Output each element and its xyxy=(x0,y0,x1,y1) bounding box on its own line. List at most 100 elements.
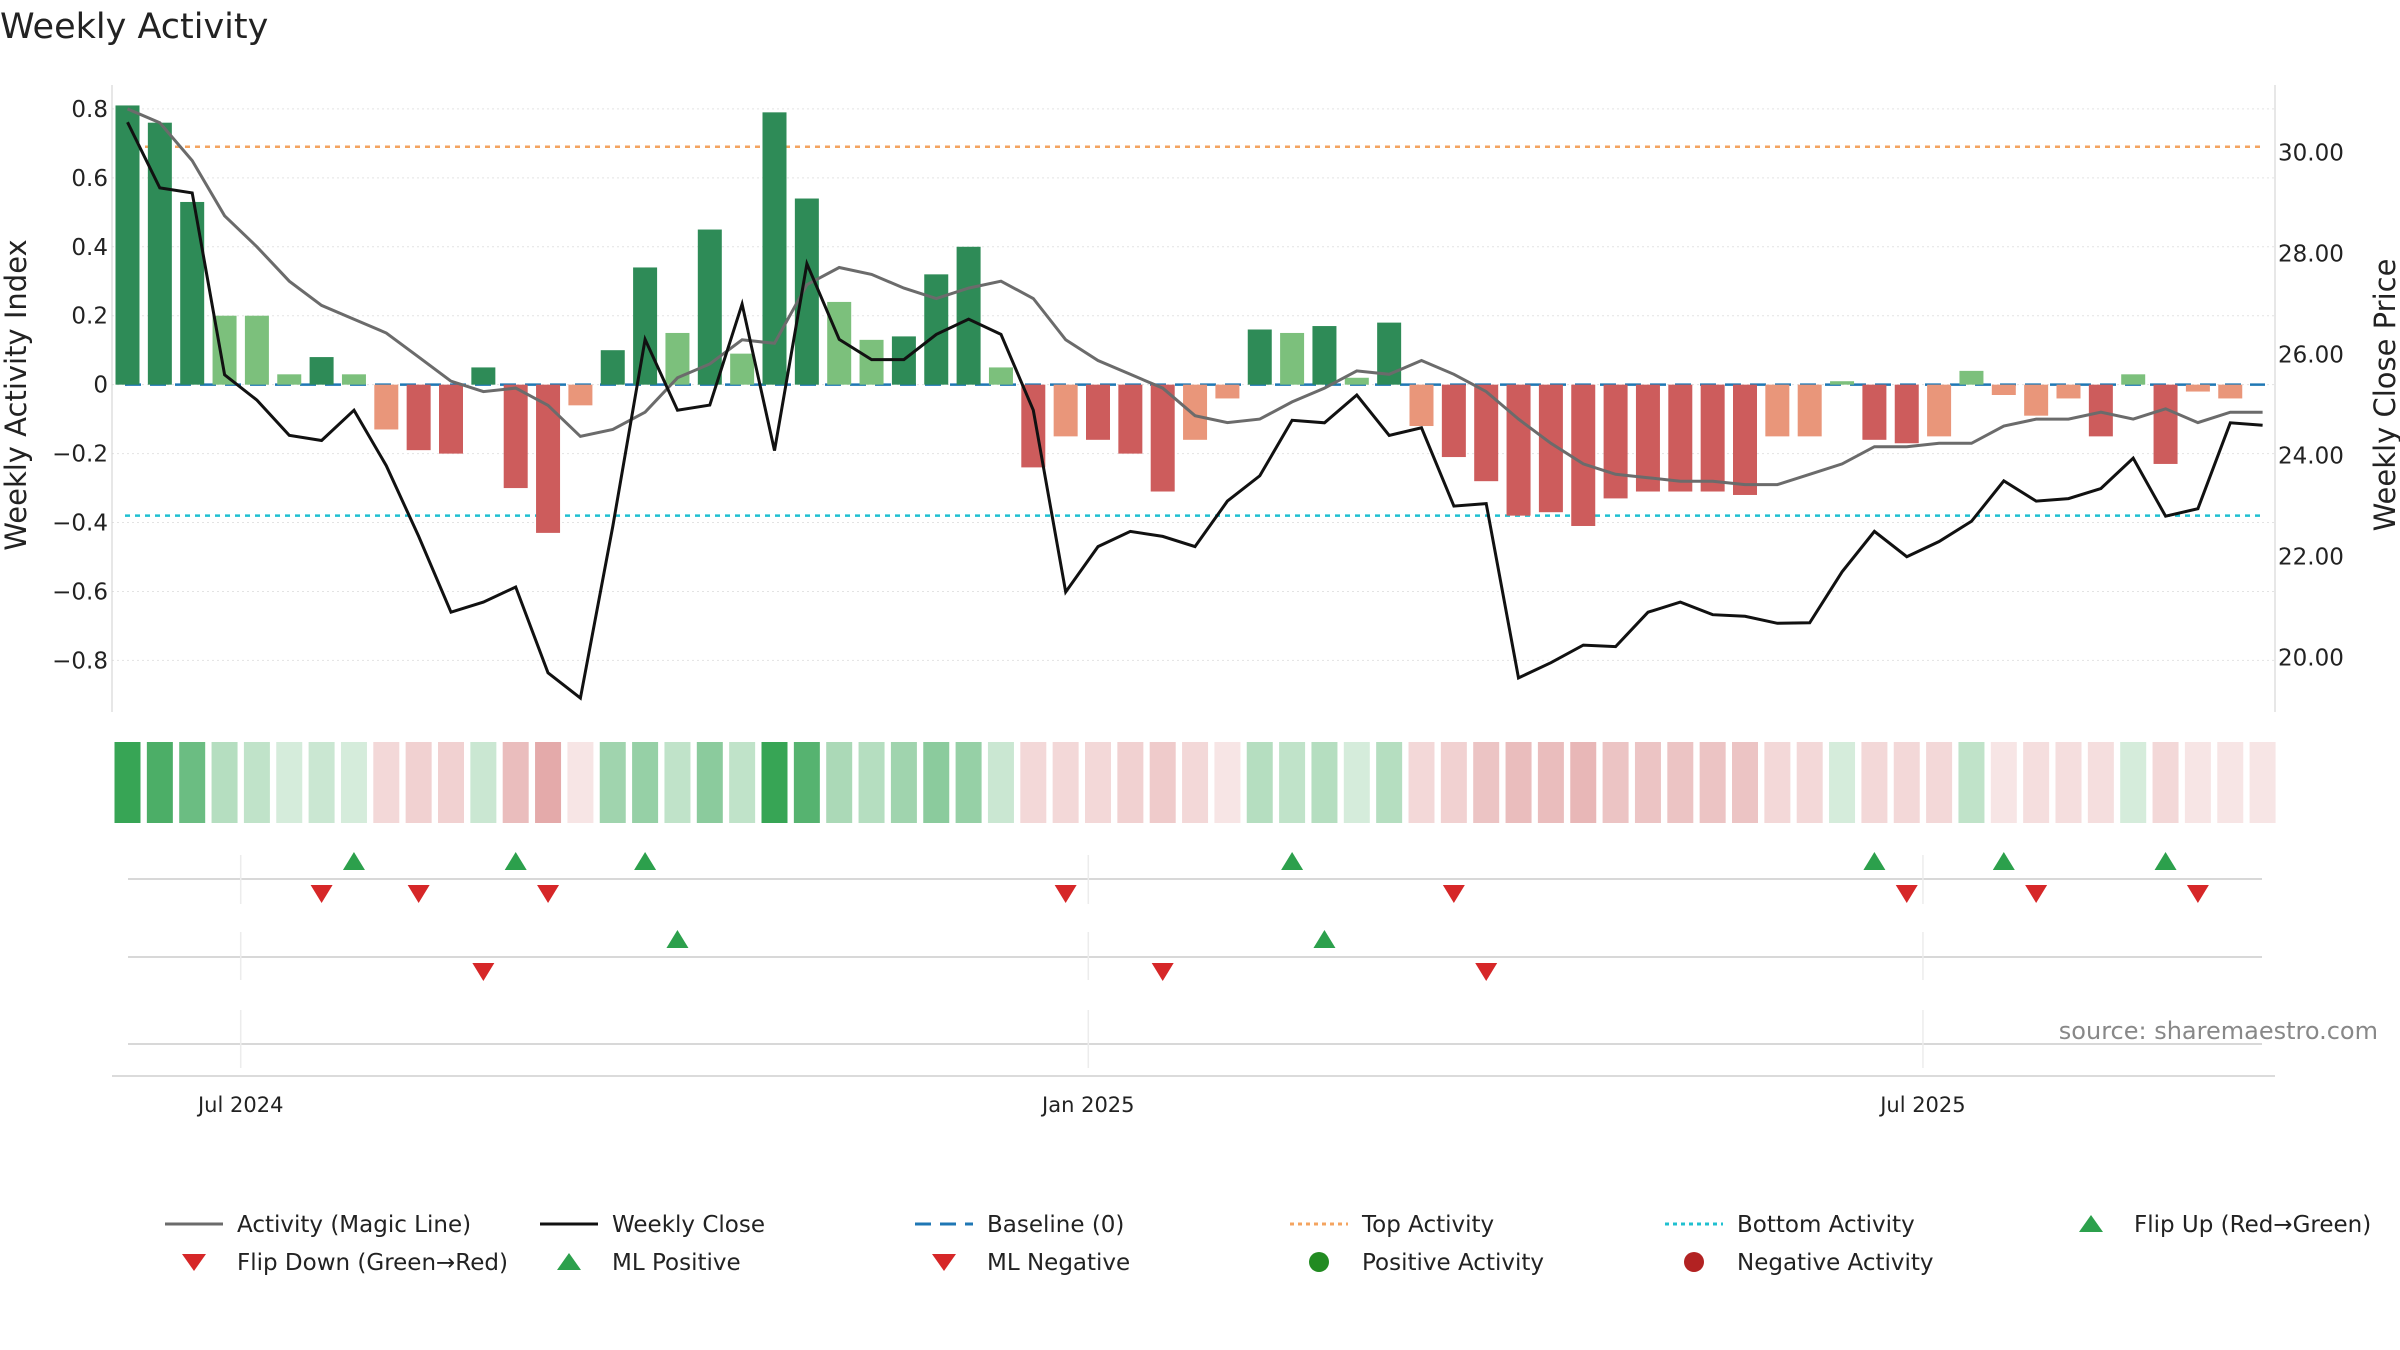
activity-bar xyxy=(730,353,755,385)
activity-bar xyxy=(1959,370,1984,385)
strip-cell xyxy=(146,742,173,823)
strip-cell xyxy=(1376,742,1403,823)
legend-label: Top Activity xyxy=(1361,1212,1494,1238)
strip-cell xyxy=(1408,742,1435,823)
strip-cell xyxy=(243,742,270,823)
strip-cell xyxy=(1214,742,1241,823)
strip-cell xyxy=(1149,742,1176,823)
strip-cell xyxy=(1279,742,1306,823)
x-date-label: Jan 2025 xyxy=(1040,1093,1135,1117)
y-left-tick-label: 0.4 xyxy=(71,235,108,261)
flip-up-marker xyxy=(504,852,527,870)
activity-bar xyxy=(115,105,140,385)
activity-bar xyxy=(1862,384,1887,440)
strip-cell xyxy=(502,742,529,823)
strip-cell xyxy=(1505,742,1532,823)
strip-cell xyxy=(1990,742,2017,823)
activity-bar xyxy=(1312,326,1337,385)
activity-bar xyxy=(2185,384,2210,392)
activity-bar xyxy=(1506,384,1531,516)
activity-bar xyxy=(147,122,172,385)
activity-bar xyxy=(1086,384,1110,440)
y-right-tick-label: 24.00 xyxy=(2278,444,2344,470)
ml-negative-marker xyxy=(1475,963,1498,981)
strip-cell xyxy=(955,742,982,823)
activity-bar xyxy=(1409,384,1434,427)
legend-label: Negative Activity xyxy=(1737,1250,1934,1276)
activity-bar xyxy=(1700,384,1725,492)
strip-cell xyxy=(567,742,594,823)
legend-label: Positive Activity xyxy=(1362,1250,1544,1276)
strip-cell xyxy=(1926,742,1953,823)
strip-cell xyxy=(664,742,691,823)
strip-cell xyxy=(470,742,497,823)
strip-cell xyxy=(2023,742,2050,823)
strip-cell xyxy=(1473,742,1500,823)
activity-bar xyxy=(1344,377,1369,385)
activity-bars xyxy=(115,105,2243,533)
activity-bar xyxy=(665,332,690,385)
strip-cell xyxy=(179,742,206,823)
legend-label: Flip Up (Red→Green) xyxy=(2134,1212,2371,1238)
activity-bar xyxy=(1441,384,1466,458)
strip-cell xyxy=(1246,742,1273,823)
flip-up-marker xyxy=(342,852,365,870)
activity-bar xyxy=(1668,384,1693,492)
y-right-tick-label: 28.00 xyxy=(2278,242,2344,268)
activity-bar xyxy=(1247,329,1272,385)
activity-bar xyxy=(1474,384,1499,482)
strip-cell xyxy=(114,742,141,823)
legend-label: ML Positive xyxy=(612,1250,741,1276)
strip-cell xyxy=(2217,742,2244,823)
activity-bar xyxy=(471,367,496,385)
flip-down-marker xyxy=(1895,885,1918,903)
legend-swatch xyxy=(1309,1252,1329,1272)
legend-label: ML Negative xyxy=(987,1250,1130,1276)
flip-up-marker xyxy=(634,852,657,870)
activity-strip xyxy=(114,742,2276,823)
flip-down-marker xyxy=(1442,885,1465,903)
activity-bar xyxy=(2153,384,2178,464)
strip-cell xyxy=(1732,742,1758,823)
flip-down-marker xyxy=(537,885,560,903)
activity-bar xyxy=(956,246,981,385)
activity-bar xyxy=(568,384,593,406)
x-axis: Jul 2024 Jan 2025 Jul 2025 xyxy=(112,1075,2275,1117)
strip-cell xyxy=(1117,742,1144,823)
activity-bar xyxy=(277,374,302,385)
strip-cell xyxy=(2184,742,2211,823)
strip-cell xyxy=(729,742,756,823)
activity-bar xyxy=(988,367,1013,385)
activity-bar xyxy=(1991,384,2016,395)
activity-bar xyxy=(1603,384,1628,499)
y-left-tick-label: 0.2 xyxy=(71,304,108,330)
strip-cell xyxy=(696,742,723,823)
activity-bar xyxy=(697,229,722,385)
activity-bar xyxy=(1765,384,1790,437)
ml-negative-marker xyxy=(472,963,495,981)
y-left-tick-label: 0.8 xyxy=(71,97,108,123)
strip-cell xyxy=(1440,742,1467,823)
y-right-tick-label: 22.00 xyxy=(2278,545,2344,571)
strip-cell xyxy=(373,742,400,823)
y-right-tick-label: 26.00 xyxy=(2278,343,2344,369)
y-axis-left-label: Weekly Activity Index xyxy=(0,239,33,550)
signal-markers xyxy=(128,852,2262,1068)
strip-cell xyxy=(1020,742,1047,823)
strip-cell xyxy=(761,742,788,823)
flip-down-marker xyxy=(310,885,333,903)
activity-bar xyxy=(794,198,819,385)
strip-cell xyxy=(2120,742,2147,823)
strip-cell xyxy=(1537,742,1564,823)
legend-swatch xyxy=(2079,1215,2103,1232)
y-right-tick-label: 30.00 xyxy=(2278,141,2344,167)
activity-bar xyxy=(180,201,205,385)
strip-cell xyxy=(308,742,335,823)
strip-cell xyxy=(1311,742,1338,823)
strip-cell xyxy=(405,742,432,823)
ml-positive-marker xyxy=(1313,930,1336,948)
activity-bar xyxy=(1118,384,1143,454)
activity-bar xyxy=(503,384,528,489)
y-left-tick-label: −0.8 xyxy=(52,648,108,674)
strip-cell xyxy=(1667,742,1694,823)
